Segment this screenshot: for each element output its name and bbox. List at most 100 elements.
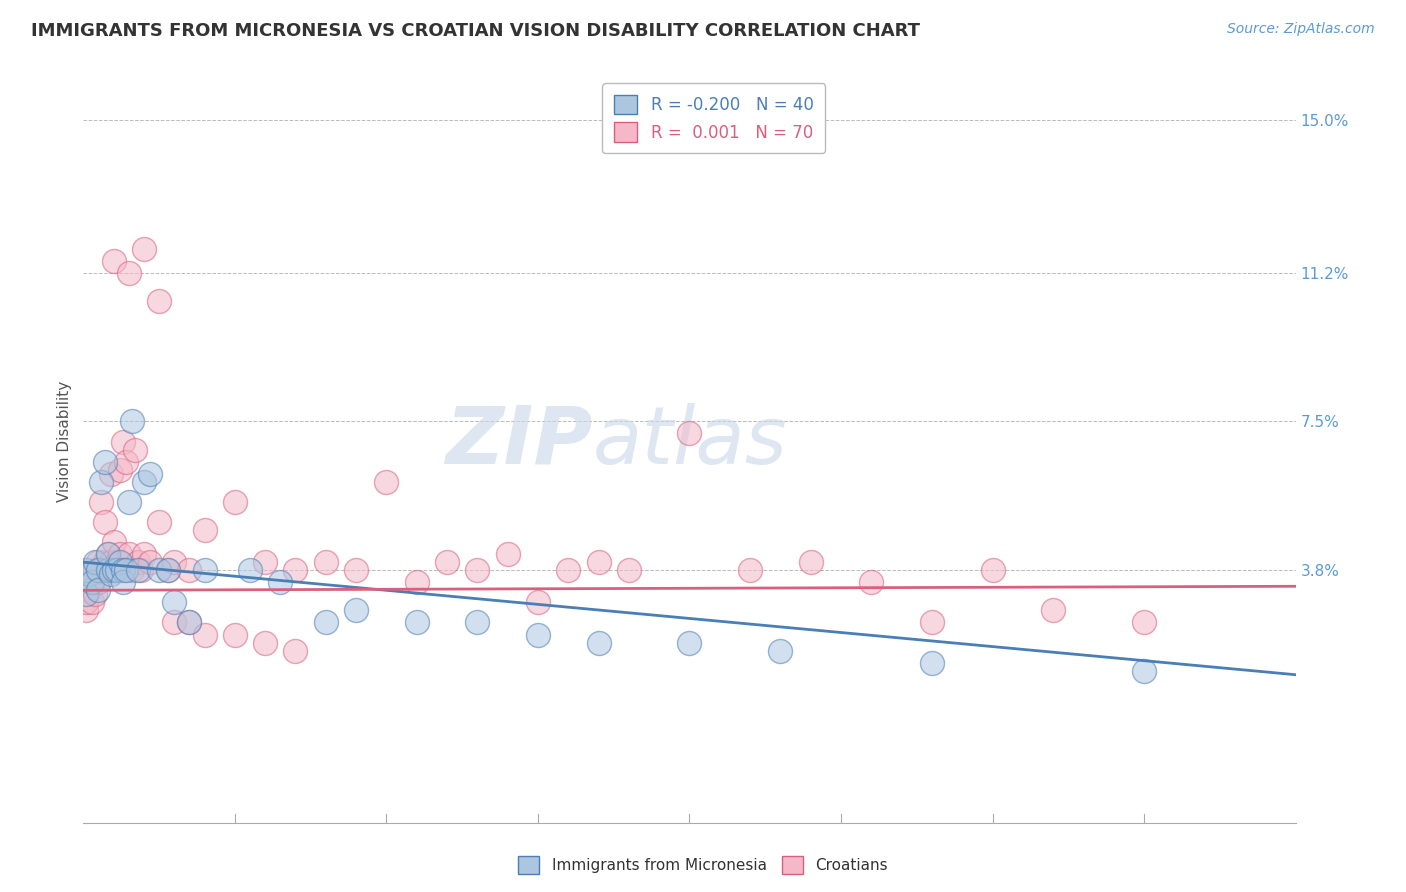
Point	[557, 563, 579, 577]
Point	[224, 495, 246, 509]
Point	[75, 563, 97, 577]
Point	[269, 575, 291, 590]
Point	[127, 555, 149, 569]
Point	[527, 595, 550, 609]
Point	[111, 575, 134, 590]
Point	[75, 595, 97, 609]
Point	[108, 547, 131, 561]
Point	[90, 475, 112, 489]
Point	[84, 587, 107, 601]
Point	[118, 547, 141, 561]
Point	[79, 583, 101, 598]
Point	[405, 615, 427, 630]
Point	[93, 455, 115, 469]
Point	[465, 563, 488, 577]
Point	[90, 495, 112, 509]
Point	[132, 242, 155, 256]
Point	[108, 555, 131, 569]
Point	[193, 627, 215, 641]
Point	[127, 563, 149, 577]
Point	[148, 515, 170, 529]
Point	[163, 595, 186, 609]
Point	[103, 563, 125, 577]
Point	[148, 293, 170, 308]
Point	[239, 563, 262, 577]
Point	[118, 495, 141, 509]
Point	[193, 563, 215, 577]
Point	[111, 563, 134, 577]
Point	[121, 414, 143, 428]
Point	[738, 563, 761, 577]
Point	[105, 563, 128, 577]
Point	[111, 434, 134, 449]
Point	[496, 547, 519, 561]
Point	[96, 563, 118, 577]
Point	[103, 253, 125, 268]
Point	[93, 515, 115, 529]
Point	[148, 563, 170, 577]
Point	[96, 547, 118, 561]
Point	[93, 555, 115, 569]
Point	[124, 442, 146, 457]
Point	[105, 563, 128, 577]
Point	[139, 555, 162, 569]
Point	[678, 426, 700, 441]
Point	[375, 475, 398, 489]
Point	[100, 467, 122, 481]
Point	[100, 555, 122, 569]
Y-axis label: Vision Disability: Vision Disability	[58, 381, 72, 502]
Point	[82, 575, 104, 590]
Point	[79, 567, 101, 582]
Point	[157, 563, 180, 577]
Point	[769, 643, 792, 657]
Point	[96, 563, 118, 577]
Point	[465, 615, 488, 630]
Point	[921, 656, 943, 670]
Point	[1133, 664, 1156, 678]
Point	[90, 563, 112, 577]
Point	[405, 575, 427, 590]
Point	[527, 627, 550, 641]
Point	[114, 455, 136, 469]
Point	[179, 615, 201, 630]
Point	[284, 563, 307, 577]
Point	[315, 615, 337, 630]
Point	[224, 627, 246, 641]
Text: Source: ZipAtlas.com: Source: ZipAtlas.com	[1227, 22, 1375, 37]
Point	[121, 563, 143, 577]
Legend: Immigrants from Micronesia, Croatians: Immigrants from Micronesia, Croatians	[512, 850, 894, 880]
Point	[1133, 615, 1156, 630]
Point	[981, 563, 1004, 577]
Point	[82, 567, 104, 582]
Point	[163, 555, 186, 569]
Point	[103, 535, 125, 549]
Point	[344, 563, 367, 577]
Point	[82, 595, 104, 609]
Point	[129, 563, 152, 577]
Text: ZIP: ZIP	[446, 402, 592, 481]
Point	[1042, 603, 1064, 617]
Point	[157, 563, 180, 577]
Point	[132, 547, 155, 561]
Point	[96, 547, 118, 561]
Point	[100, 567, 122, 582]
Point	[118, 266, 141, 280]
Point	[139, 467, 162, 481]
Point	[132, 475, 155, 489]
Point	[344, 603, 367, 617]
Point	[75, 603, 97, 617]
Point	[87, 575, 110, 590]
Point	[800, 555, 823, 569]
Text: atlas: atlas	[592, 402, 787, 481]
Point	[79, 575, 101, 590]
Point	[103, 563, 125, 577]
Point	[105, 555, 128, 569]
Point	[84, 563, 107, 577]
Point	[193, 523, 215, 537]
Point	[75, 587, 97, 601]
Point	[179, 615, 201, 630]
Point	[284, 643, 307, 657]
Point	[163, 615, 186, 630]
Point	[179, 563, 201, 577]
Point	[254, 635, 277, 649]
